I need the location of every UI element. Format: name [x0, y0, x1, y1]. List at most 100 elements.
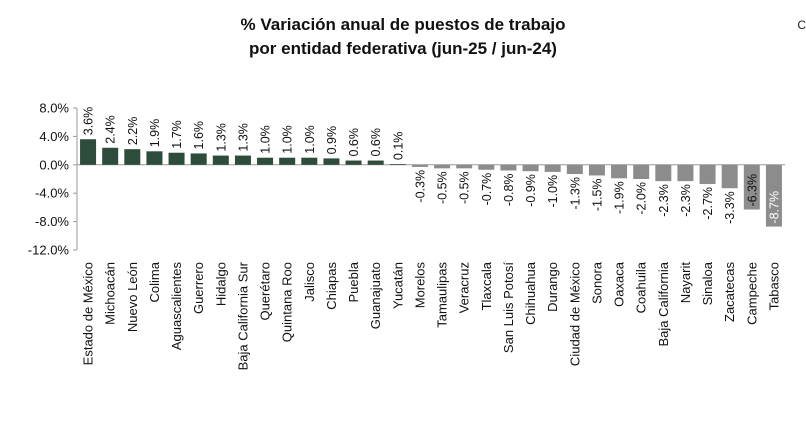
y-tick-label: -4.0%: [35, 186, 69, 201]
value-label: -1.9%: [613, 181, 627, 214]
bar: [411, 164, 428, 167]
value-label: -8.7%: [767, 191, 781, 224]
bar: [765, 164, 782, 227]
value-label: -0.7%: [480, 173, 494, 206]
category-label: Morelos: [412, 262, 427, 309]
category-label: Michoacán: [103, 262, 118, 325]
value-label: -0.5%: [436, 171, 450, 204]
bar: [279, 157, 296, 165]
value-label: 2.2%: [126, 117, 140, 146]
bar: [456, 164, 473, 169]
value-label: 0.6%: [369, 128, 383, 157]
bar: [544, 164, 561, 172]
bar: [743, 164, 760, 210]
value-label: -3.3%: [723, 191, 737, 224]
category-label: Sinaloa: [700, 261, 715, 305]
category-label: Tlaxcala: [479, 261, 494, 310]
value-label: 1.9%: [148, 119, 162, 148]
bar: [234, 155, 251, 165]
bar: [478, 164, 495, 170]
bar: [323, 158, 340, 165]
value-label: 0.9%: [325, 126, 339, 155]
category-label: San Luis Potosí: [501, 262, 516, 353]
bars: [80, 139, 782, 227]
category-label: Oaxaca: [612, 261, 627, 307]
bar: [721, 164, 738, 189]
value-label: -0.3%: [413, 170, 427, 203]
category-label: Coahuila: [634, 261, 649, 313]
value-label: -2.3%: [679, 184, 693, 217]
bar: [566, 164, 583, 175]
bar: [367, 160, 384, 165]
bar: [699, 164, 716, 184]
value-label: -0.5%: [458, 171, 472, 204]
bar: [212, 155, 229, 165]
bar: [124, 149, 141, 165]
category-label: Campeche: [744, 262, 759, 325]
category-label: Baja California: [656, 261, 671, 346]
bar: [190, 153, 207, 165]
value-label: -6.3%: [745, 174, 759, 207]
bar: [633, 164, 650, 179]
category-label: Chihuahua: [523, 261, 538, 325]
bar: [500, 164, 517, 171]
bar: [102, 147, 119, 165]
category-label: Durango: [545, 262, 560, 312]
bar: [522, 164, 539, 172]
category-label: Ciudad de México: [567, 262, 582, 366]
value-label: -1.0%: [546, 175, 560, 208]
bar: [80, 139, 97, 165]
y-axis: 8.0% 4.0% 0.0% -4.0% -8.0% -12.0%: [28, 101, 785, 258]
value-label: -2.7%: [701, 187, 715, 220]
y-tick-label: 8.0%: [39, 101, 69, 116]
value-label: 1.3%: [236, 123, 250, 152]
bar: [611, 164, 628, 179]
category-label: Aguascalientes: [169, 262, 184, 351]
y-tick-label: -8.0%: [35, 214, 69, 229]
category-label: Baja California Sur: [235, 261, 250, 370]
bar: [345, 160, 362, 165]
value-label: 1.3%: [214, 123, 228, 152]
category-label: Guanajuato: [368, 262, 383, 329]
y-tick-label: 0.0%: [39, 157, 69, 172]
value-labels: 3.6% 2.4% 2.2% 1.9% 1.7% 1.6% 1.3% 1.3% 1.0% 1.0%…: [82, 107, 782, 224]
value-label: -1.3%: [568, 177, 582, 210]
bar: [389, 164, 406, 165]
category-label: Veracruz: [457, 262, 472, 313]
value-label: -2.3%: [657, 184, 671, 217]
value-label: -1.5%: [590, 178, 604, 211]
category-label: Jalisco: [302, 262, 317, 302]
chart-subtitle: por entidad federativa (jun-25 / jun-24): [249, 39, 557, 58]
value-label: -2.0%: [635, 182, 649, 215]
category-label: Tabasco: [766, 262, 781, 310]
category-label: Hidalgo: [213, 262, 228, 306]
bar: [655, 164, 672, 182]
value-label: 1.0%: [281, 125, 295, 154]
edge-mark: C: [797, 18, 806, 32]
category-label: Nayarit: [678, 262, 693, 304]
chart-title-line: % Variación anual de puestos de trabajo: [240, 15, 566, 34]
value-label: 1.0%: [303, 125, 317, 154]
y-tick-label: -12.0%: [28, 243, 70, 258]
category-label: Puebla: [346, 261, 361, 302]
bar: [146, 151, 163, 165]
value-label: -0.8%: [502, 173, 516, 206]
category-label: Tamaulipas: [435, 262, 450, 328]
category-label: Sonora: [589, 261, 604, 304]
category-labels: Estado de México Michoacán Nuevo León Colim…: [81, 261, 782, 370]
bar: [677, 164, 694, 182]
value-label: 0.6%: [347, 128, 361, 157]
bar: [588, 164, 605, 176]
category-label: Zacatecas: [722, 262, 737, 322]
value-label: 0.1%: [391, 132, 405, 161]
category-label: Yucatán: [390, 262, 405, 309]
value-label: 1.7%: [170, 120, 184, 149]
value-label: 1.6%: [192, 121, 206, 150]
value-label: 1.0%: [259, 125, 273, 154]
category-label: Chiapas: [324, 262, 339, 310]
value-label: 2.4%: [104, 115, 118, 144]
bar: [257, 157, 274, 165]
bar: [168, 152, 185, 165]
category-label: Querétaro: [258, 262, 273, 321]
